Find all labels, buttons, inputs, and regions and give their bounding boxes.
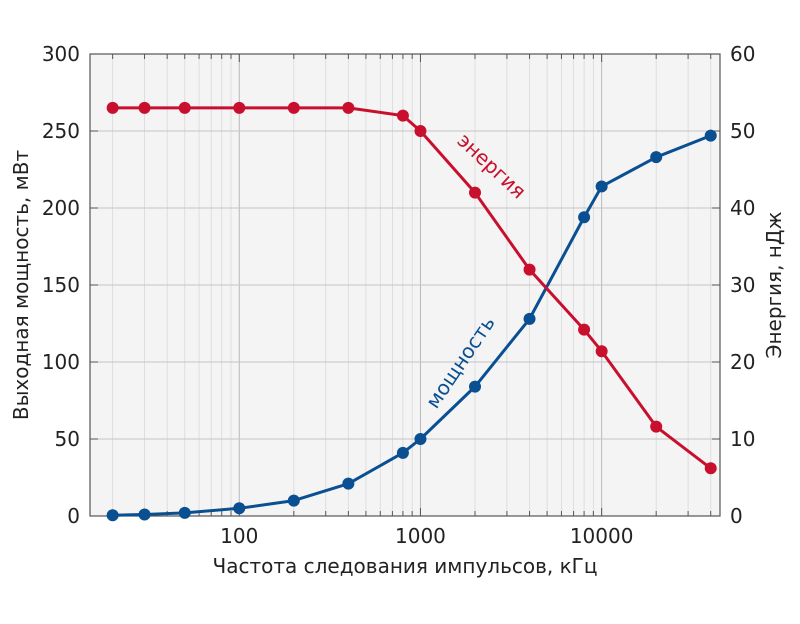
y-right-tick-label: 50 [730,119,755,143]
data-point-energy [106,101,119,114]
data-point-power [578,211,591,224]
y-left-tick-label: 200 [42,196,80,220]
data-point-energy [704,462,717,475]
x-tick-label: 100 [220,524,258,548]
data-point-power [233,502,246,515]
data-point-energy [578,323,591,336]
data-point-energy [523,263,536,276]
series-group [106,101,717,522]
y-left-tick-label: 150 [42,273,80,297]
data-point-power [106,509,119,522]
data-point-energy [469,186,482,199]
y-left-tick-label: 250 [42,119,80,143]
data-point-power [342,477,355,490]
y-left-tick-label: 100 [42,350,80,374]
data-point-power [469,380,482,393]
data-point-power [595,180,608,193]
data-point-energy [287,101,300,114]
y-right-tick-label: 10 [730,427,755,451]
data-point-energy [178,101,191,114]
data-point-power [287,494,300,507]
data-point-energy [233,101,246,114]
axis-ticks: 0 50 100 150 200 250 300 0 10 20 30 40 50 60 100 1000 10… [42,42,756,548]
x-tick-label: 10000 [570,524,634,548]
y-left-tick-label: 300 [42,42,80,66]
y-right-tick-label: 60 [730,42,755,66]
y-right-tick-label: 20 [730,350,755,374]
y-right-tick-label: 40 [730,196,755,220]
x-axis-label: Частота следования импульсов, кГц [213,554,598,578]
data-point-power [704,129,717,142]
y-right-axis-label: Энергия, нДж [762,211,786,358]
y-left-axis-label: Выходная мощность, мВт [9,150,33,421]
y-right-tick-label: 0 [730,504,743,528]
data-point-energy [414,125,427,137]
data-point-energy [650,420,663,433]
data-point-power [523,312,536,325]
data-point-energy [138,101,151,114]
data-point-energy [396,109,409,122]
y-left-tick-label: 50 [55,427,80,451]
x-tick-label: 1000 [395,524,446,548]
data-point-energy [595,345,608,358]
data-point-energy [342,101,355,114]
data-point-power [178,506,191,519]
data-point-power [138,508,151,521]
data-point-power [650,151,663,164]
data-point-power [414,433,427,445]
y-left-tick-label: 0 [67,504,80,528]
y-right-tick-label: 30 [730,273,755,297]
data-point-power [396,446,409,459]
